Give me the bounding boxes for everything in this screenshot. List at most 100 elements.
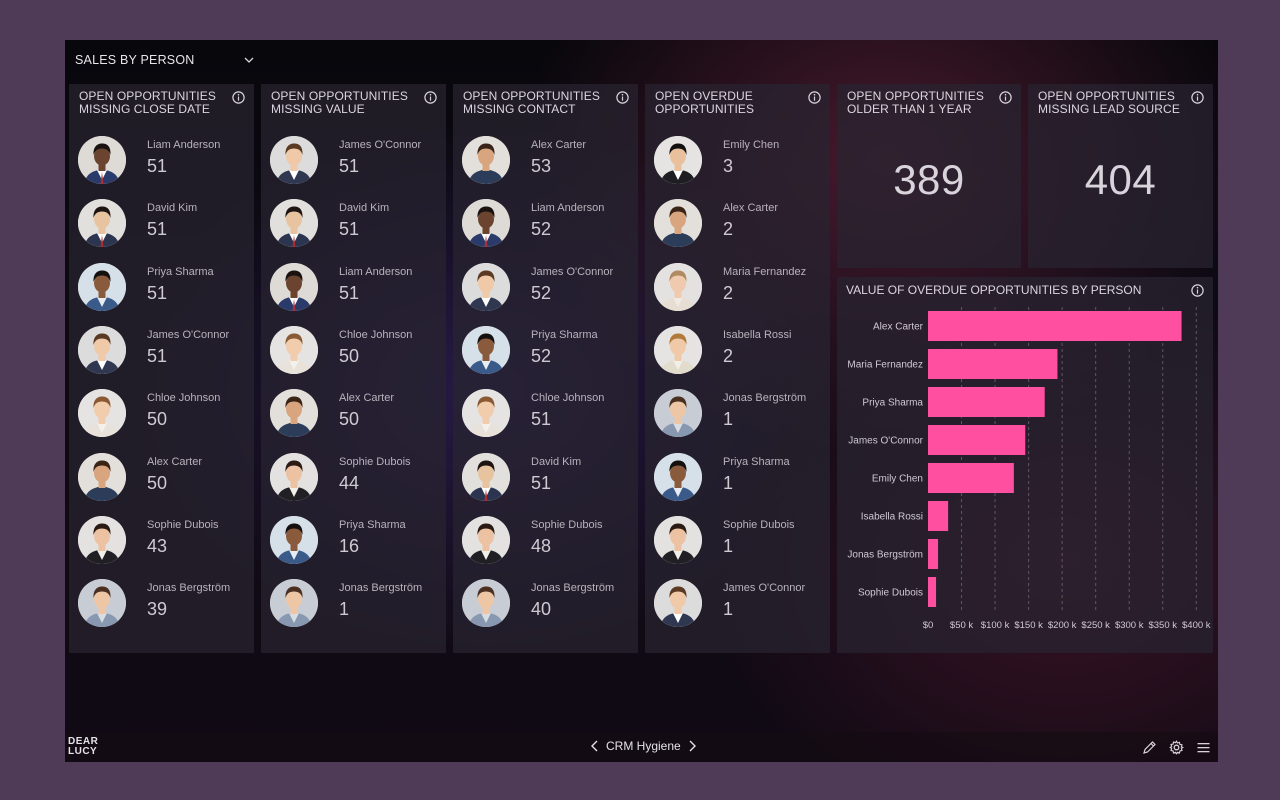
person-name: Maria Fernandez	[723, 265, 807, 278]
list-item[interactable]: James O'Connor 52	[462, 262, 632, 313]
avatar	[462, 389, 510, 438]
view-selector-label: SALES BY PERSON	[75, 53, 195, 67]
list-item[interactable]: Sophie Dubois 44	[270, 452, 440, 503]
bar[interactable]	[928, 349, 1058, 379]
person-name: David Kim	[531, 455, 582, 468]
person-value: 52	[531, 345, 552, 366]
person-value: 2	[723, 345, 734, 366]
kpi-value: 389	[893, 156, 965, 203]
person-name: Emily Chen	[723, 139, 780, 151]
list-item[interactable]: Chloe Johnson 50	[78, 389, 248, 439]
pencil-icon[interactable]	[1142, 740, 1157, 755]
gear-icon[interactable]	[1169, 740, 1184, 755]
avatar	[270, 579, 318, 628]
avatar	[270, 515, 318, 564]
avatar	[462, 199, 510, 248]
person-value: 51	[531, 409, 552, 430]
list-item[interactable]: Liam Anderson 51	[78, 136, 248, 186]
list-item[interactable]: Liam Anderson 52	[462, 199, 632, 249]
dashboard: SALES BY PERSON OPEN OPPORTUNITIES MISSI…	[65, 40, 1218, 762]
info-icon[interactable]	[616, 91, 629, 104]
list-item[interactable]: James O'Connor 1	[654, 579, 824, 629]
chevron-right-icon[interactable]	[687, 740, 697, 752]
person-name: James O'Connor	[339, 139, 422, 151]
person-name: Jonas Bergström	[531, 582, 615, 595]
list-item[interactable]: Jonas Bergström 39	[78, 579, 248, 629]
info-icon[interactable]	[232, 91, 245, 104]
list-item[interactable]: James O'Connor 51	[78, 325, 248, 376]
category-label: James O'Connor	[848, 436, 923, 447]
list-item[interactable]: Alex Carter 53	[462, 136, 632, 186]
tick-label: $250 k	[1081, 620, 1110, 631]
avatar	[78, 452, 126, 501]
avatar	[78, 579, 126, 628]
list-item[interactable]: Sophie Dubois 43	[78, 515, 248, 566]
list-item[interactable]: Sophie Dubois 1	[654, 515, 824, 566]
category-label: Sophie Dubois	[858, 588, 923, 599]
person-name: Liam Anderson	[147, 139, 221, 151]
panel-title: OPEN OPPORTUNITIES MISSING CLOSE DATE	[79, 89, 216, 116]
list-item[interactable]: David Kim 51	[270, 199, 440, 249]
avatar	[654, 579, 702, 628]
list-item[interactable]: Sophie Dubois 48	[462, 515, 632, 566]
list-item[interactable]: Jonas Bergström 1	[654, 389, 824, 439]
list-item[interactable]: David Kim 51	[78, 199, 248, 249]
person-name: Jonas Bergström	[147, 582, 231, 595]
category-label: Jonas Bergström	[847, 550, 923, 561]
chevron-left-icon[interactable]	[590, 740, 600, 752]
list-item[interactable]: Isabella Rossi 2	[654, 325, 824, 376]
panel-missing-contact: OPEN OPPORTUNITIES MISSING CONTACT Alex …	[453, 84, 638, 653]
person-name: Liam Anderson	[531, 202, 605, 215]
list-item[interactable]: Priya Sharma 52	[462, 325, 632, 376]
person-name: Alex Carter	[147, 455, 203, 468]
avatar	[654, 199, 702, 248]
toolbar	[1142, 740, 1211, 755]
bar[interactable]	[928, 425, 1026, 455]
person-name: Alex Carter	[339, 392, 395, 405]
view-selector[interactable]: SALES BY PERSON	[65, 53, 255, 67]
person-value: 52	[531, 282, 552, 303]
tick-label: $300 k	[1115, 620, 1144, 631]
list-item[interactable]: David Kim 51	[462, 452, 632, 503]
list-item[interactable]: Alex Carter 50	[270, 389, 440, 439]
info-icon[interactable]	[999, 91, 1012, 104]
bar[interactable]	[928, 311, 1182, 341]
info-icon[interactable]	[1191, 91, 1204, 104]
topbar: SALES BY PERSON	[65, 40, 255, 80]
panel-title: OPEN OPPORTUNITIES OLDER THAN 1 YEAR	[847, 89, 984, 116]
bar[interactable]	[928, 539, 939, 569]
info-icon[interactable]	[808, 91, 821, 104]
bar[interactable]	[928, 387, 1045, 417]
list-item[interactable]: Alex Carter 2	[654, 199, 824, 249]
list-item[interactable]: Jonas Bergström 1	[270, 579, 440, 629]
category-label: Isabella Rossi	[861, 512, 923, 523]
list-item[interactable]: James O'Connor 51	[270, 136, 440, 186]
person-value: 51	[147, 156, 168, 176]
list-item[interactable]: Alex Carter 50	[78, 452, 248, 503]
kpi-older-than-1-year: OPEN OPPORTUNITIES OLDER THAN 1 YEAR 389	[837, 84, 1021, 268]
list-item[interactable]: Maria Fernandez 2	[654, 262, 824, 313]
list-item[interactable]: Liam Anderson 51	[270, 262, 440, 313]
avatar	[270, 136, 318, 184]
bar[interactable]	[928, 501, 949, 531]
avatar	[462, 325, 510, 374]
category-label: Maria Fernandez	[847, 360, 923, 371]
bar[interactable]	[928, 577, 937, 607]
bar[interactable]	[928, 463, 1014, 493]
category-label: Emily Chen	[872, 474, 923, 485]
person-value: 51	[339, 282, 360, 303]
list-item[interactable]: Emily Chen 3	[654, 136, 824, 186]
list-item[interactable]: Priya Sharma 51	[78, 262, 248, 313]
tick-label: $0	[923, 620, 934, 631]
info-icon[interactable]	[424, 91, 437, 104]
list-item[interactable]: Priya Sharma 16	[270, 515, 440, 566]
list-item[interactable]: Jonas Bergström 40	[462, 579, 632, 629]
menu-icon[interactable]	[1196, 740, 1211, 755]
info-icon[interactable]	[1191, 284, 1204, 297]
list-item[interactable]: Chloe Johnson 50	[270, 325, 440, 376]
category-label: Priya Sharma	[862, 398, 923, 409]
list-item[interactable]: Chloe Johnson 51	[462, 389, 632, 439]
list-item[interactable]: Priya Sharma 1	[654, 452, 824, 503]
person-value: 51	[339, 219, 360, 240]
person-name: Chloe Johnson	[531, 392, 605, 405]
